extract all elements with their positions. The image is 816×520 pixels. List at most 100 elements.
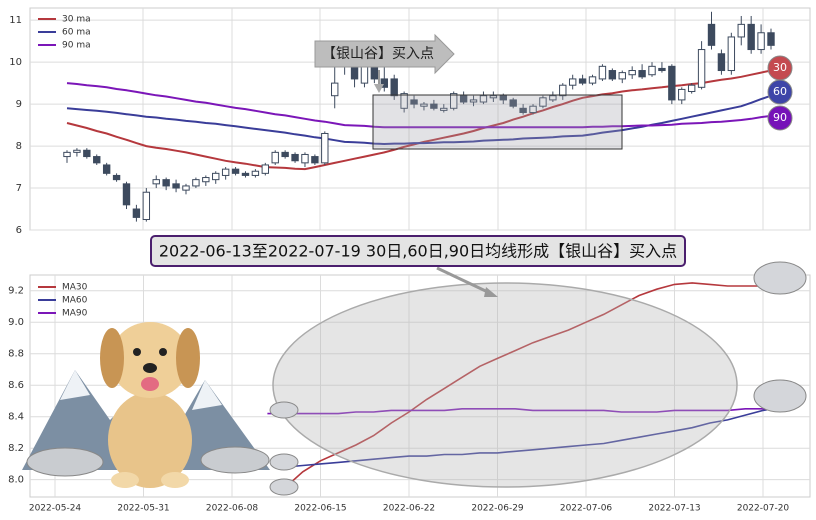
candle-body <box>707 23 716 46</box>
candle-body <box>549 95 557 101</box>
candle-body <box>400 93 408 109</box>
candle-body <box>697 49 706 88</box>
legend-label: 60 ma <box>62 28 91 38</box>
candle-body <box>152 179 160 185</box>
y-tick-label: 11 <box>9 15 22 26</box>
y-tick-label: 7 <box>16 183 22 194</box>
candle-body <box>390 78 398 97</box>
zone-box <box>372 94 623 150</box>
annotation-arrow <box>314 33 455 75</box>
y-tick-label: 10 <box>9 57 22 68</box>
candle-body <box>559 84 567 97</box>
zone-arrow-head <box>374 84 384 93</box>
candle-body <box>370 65 379 80</box>
candle-body <box>162 179 170 187</box>
candle-body <box>202 177 210 183</box>
candle-body <box>678 88 686 101</box>
candle-body <box>479 95 488 103</box>
candle-body <box>311 156 319 164</box>
candle-body <box>737 23 745 38</box>
candle-body <box>271 151 279 164</box>
candle-body <box>638 70 646 78</box>
candle-body <box>251 170 260 176</box>
candle-body <box>430 103 438 109</box>
candle-body <box>529 105 537 113</box>
candle-body <box>539 97 547 107</box>
candle-body <box>331 82 339 97</box>
y-tick-label: 9.2 <box>8 286 24 297</box>
candle-body <box>122 183 131 206</box>
candle-body <box>420 103 428 107</box>
line <box>267 408 781 415</box>
candle-body <box>489 95 498 99</box>
decoration <box>22 261 807 496</box>
legend-label: MA30 <box>62 283 88 293</box>
candle-body <box>221 168 230 176</box>
candle-body <box>469 99 478 103</box>
y-tick-label: 8.2 <box>8 443 24 454</box>
candle-body <box>83 149 91 158</box>
x-tick-label: 2022-07-13 <box>648 504 700 514</box>
banner-arrow <box>436 266 493 296</box>
x-tick-label: 2022-06-08 <box>206 504 259 514</box>
y-tick-label: 8.4 <box>8 412 24 423</box>
candle-body <box>192 179 200 187</box>
candle-body <box>767 32 775 46</box>
candle-body <box>212 172 220 181</box>
candle-body <box>687 84 696 93</box>
x-tick-label: 2022-06-29 <box>471 504 524 514</box>
candle-body <box>568 78 577 86</box>
candle-body <box>410 99 418 105</box>
y-tick-label: 8 <box>16 141 22 152</box>
candle-body <box>459 95 468 103</box>
y-tick-label: 8.6 <box>8 380 24 391</box>
legend-label: 90 ma <box>62 41 91 51</box>
candle-body <box>102 164 111 174</box>
candle-body <box>519 107 527 113</box>
candle-body <box>648 65 656 76</box>
badge-label: 90 <box>773 111 787 124</box>
y-tick-label: 6 <box>16 225 22 236</box>
candle-body <box>747 23 755 51</box>
candle-body <box>440 107 448 111</box>
badge <box>767 79 793 105</box>
badge-label: 30 <box>773 61 787 74</box>
candle-body <box>668 65 676 101</box>
banner-text: 2022-06-13至2022-07-19 30日,60日,90日均线形成【银山… <box>159 242 677 261</box>
candle-body <box>727 36 736 72</box>
legend-label: 30 ma <box>62 15 91 25</box>
candle-body <box>509 99 517 107</box>
banner-arrow-head <box>484 287 498 297</box>
line <box>285 406 781 468</box>
banner <box>150 235 686 267</box>
candle-body <box>588 76 597 84</box>
candle-body <box>142 191 151 221</box>
annotation: 【银山谷】买入点 <box>322 46 434 62</box>
candle-body <box>757 32 765 51</box>
candle-body <box>608 70 617 80</box>
candle-body <box>658 67 666 72</box>
candle-body <box>450 93 458 109</box>
x-tick-label: 2022-07-06 <box>560 504 613 514</box>
ma-line <box>66 94 772 146</box>
x-tick-label: 2022-06-22 <box>383 504 435 514</box>
y-tick-label: 8.8 <box>8 349 24 360</box>
legend-label: MA60 <box>62 296 88 306</box>
highlight-ellipse <box>272 282 738 488</box>
line <box>284 282 781 489</box>
candle-body <box>132 208 141 218</box>
candle-body <box>578 78 587 84</box>
ma-line <box>66 82 772 129</box>
x-tick-label: 2022-06-15 <box>294 504 346 514</box>
y-tick-label: 9.0 <box>8 317 24 328</box>
candle-body <box>717 53 726 72</box>
badge <box>767 105 793 131</box>
candle-body <box>63 151 71 158</box>
candle-body <box>301 153 309 164</box>
candle-body <box>93 156 101 164</box>
candle-body <box>628 70 636 76</box>
candle-body <box>618 72 626 80</box>
candle-body <box>73 149 81 153</box>
candle-body <box>112 174 121 181</box>
